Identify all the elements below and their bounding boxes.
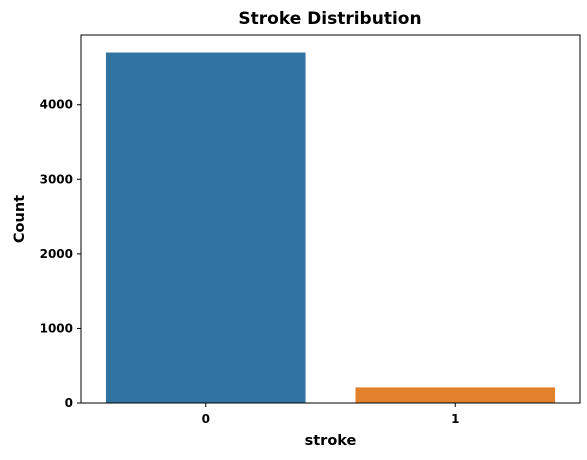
y-tick-label: 4000: [40, 98, 73, 112]
bar-stroke-1: [355, 387, 556, 403]
y-tick-label: 0: [65, 396, 73, 410]
x-tick-label: 1: [451, 412, 459, 426]
x-tick-label: 0: [202, 412, 210, 426]
bar-stroke-0: [105, 52, 306, 404]
y-tick-label: 2000: [40, 247, 73, 261]
chart-title: Stroke Distribution: [238, 9, 421, 29]
y-tick-label: 1000: [40, 321, 73, 335]
y-axis-label: Count: [12, 195, 28, 243]
x-axis-label: stroke: [305, 433, 357, 449]
y-tick-label: 3000: [40, 172, 73, 186]
plot-frame: [80, 34, 581, 404]
bars-group: [105, 52, 556, 404]
y-axis-ticks: 0 1000 2000 3000 4000: [40, 98, 81, 410]
